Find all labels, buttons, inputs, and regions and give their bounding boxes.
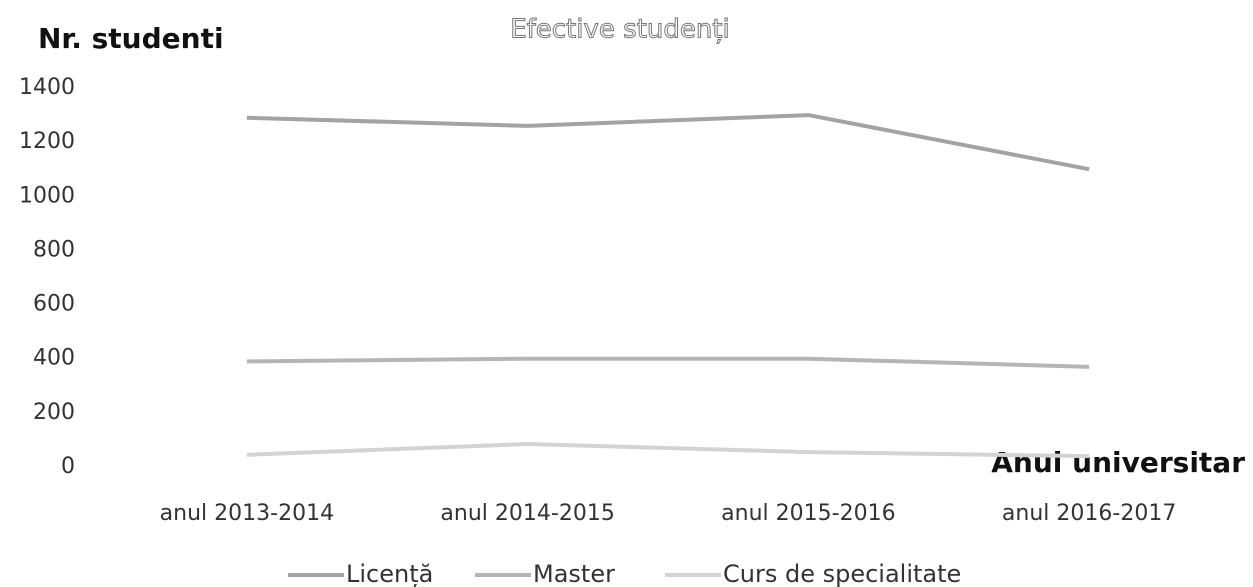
- x-axis-label: Anul universitar: [991, 446, 1245, 479]
- x-tick-label: anul 2016-2017: [1002, 501, 1176, 526]
- series-line: [246, 113, 1090, 172]
- y-tick-label: 600: [33, 292, 75, 317]
- x-tick-label: anul 2014-2015: [440, 501, 614, 526]
- chart-title: Efective studenți: [510, 15, 730, 45]
- legend-label: Master: [533, 560, 615, 587]
- y-tick-label: 1000: [19, 183, 75, 208]
- y-tick-label: 1200: [19, 129, 75, 154]
- series-line: [246, 356, 1090, 369]
- x-tick-label: anul 2015-2016: [721, 501, 895, 526]
- y-tick-label: 200: [33, 400, 75, 425]
- y-tick-label: 400: [33, 346, 75, 371]
- series-line: [246, 441, 1090, 459]
- x-tick-label: anul 2013-2014: [160, 501, 334, 526]
- legend-label: Licență: [346, 560, 433, 587]
- y-tick-label: 800: [33, 237, 75, 262]
- y-axis-label: Nr. studenti: [38, 22, 224, 55]
- y-tick-label: 0: [61, 454, 75, 479]
- y-tick-label: 1400: [19, 75, 75, 100]
- legend-label: Curs de specialitate: [723, 560, 961, 587]
